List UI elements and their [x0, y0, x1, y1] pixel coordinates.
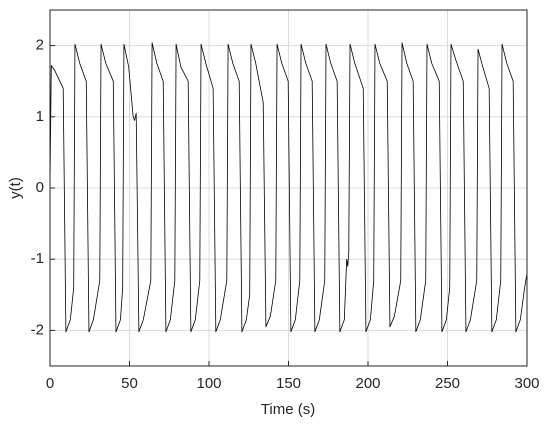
- y-tick-label: 0: [36, 179, 44, 196]
- x-tick-label: 150: [276, 375, 301, 392]
- y-tick-label: -1: [31, 250, 44, 267]
- x-tick-label: 200: [355, 375, 380, 392]
- y-axis-label: y(t): [7, 177, 24, 199]
- axes-box: [49, 9, 528, 367]
- x-axis-label: Time (s): [261, 401, 315, 418]
- x-tick-label: 250: [435, 375, 460, 392]
- y-tick-label: -2: [31, 321, 44, 338]
- data-line: [49, 42, 528, 333]
- x-tick-label: 100: [196, 375, 221, 392]
- x-tick-label: 50: [121, 375, 138, 392]
- x-tick-label: 300: [514, 375, 539, 392]
- y-tick-label: 1: [36, 108, 44, 125]
- y-tick-label: 2: [36, 37, 44, 54]
- x-tick-label: 0: [46, 375, 54, 392]
